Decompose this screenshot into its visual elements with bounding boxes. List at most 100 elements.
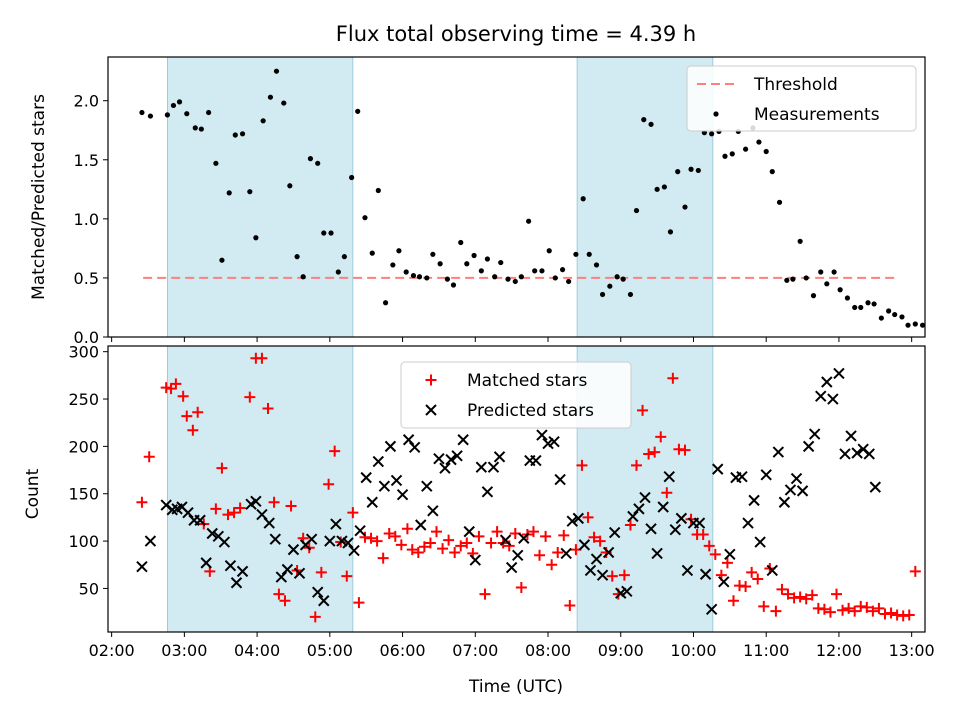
data-point-0-108 xyxy=(886,308,892,314)
data-point-0-107 xyxy=(794,591,806,603)
data-point-0-0 xyxy=(136,496,148,508)
data-point-0-49 xyxy=(484,256,491,262)
data-point-0-30 xyxy=(355,108,361,114)
data-point-1-102 xyxy=(766,564,778,577)
data-point-0-109 xyxy=(892,311,898,318)
data-point-0-47 xyxy=(471,252,477,259)
x-tick-label: 13:00 xyxy=(889,641,935,660)
data-point-0-56 xyxy=(485,537,497,549)
data-point-0-98 xyxy=(818,269,824,275)
data-point-0-105 xyxy=(782,588,794,600)
data-point-0-39 xyxy=(416,274,423,280)
legend-threshold-label: Threshold xyxy=(753,75,838,95)
data-point-0-52 xyxy=(505,276,511,282)
data-point-1-99 xyxy=(748,494,760,507)
x-tick-label: 10:00 xyxy=(670,641,716,660)
data-point-1-103 xyxy=(772,446,785,458)
data-point-1-109 xyxy=(808,428,821,440)
data-point-0-64 xyxy=(586,251,592,257)
data-point-1-80 xyxy=(633,503,645,515)
shaded-interval-0 xyxy=(166,345,354,633)
data-point-0-126 xyxy=(909,565,921,577)
data-point-1-88 xyxy=(681,564,694,577)
data-point-0-50 xyxy=(492,274,498,280)
data-point-0-59 xyxy=(552,275,558,281)
data-point-0-102 xyxy=(844,295,851,301)
data-point-0-109 xyxy=(806,589,818,601)
shaded-interval-0 xyxy=(166,56,354,338)
legend: Matched stars Predicted stars xyxy=(400,361,632,429)
data-point-0-65 xyxy=(593,262,600,268)
data-point-1-84 xyxy=(657,501,669,513)
data-point-1-40 xyxy=(390,474,403,487)
data-point-1-39 xyxy=(384,440,397,453)
data-point-0-44 xyxy=(450,282,457,288)
data-point-0-89 xyxy=(756,139,762,145)
data-point-1-14 xyxy=(230,577,243,589)
data-point-0-17 xyxy=(267,94,274,100)
top-y-axis-label: Matched/Predicted stars xyxy=(29,94,49,300)
data-point-1-72 xyxy=(584,564,597,577)
data-point-1-53 xyxy=(469,554,481,566)
data-point-1-69 xyxy=(566,515,578,527)
data-point-0-7 xyxy=(187,424,199,436)
data-point-0-54 xyxy=(473,530,485,542)
data-point-0-25 xyxy=(321,230,327,236)
data-point-0-57 xyxy=(539,268,545,274)
data-point-0-40 xyxy=(424,275,430,281)
data-point-1-93 xyxy=(712,463,724,475)
data-point-1-73 xyxy=(590,553,603,565)
data-point-0-16 xyxy=(260,118,266,124)
data-point-1-59 xyxy=(505,561,518,574)
data-point-0-66 xyxy=(546,559,558,571)
data-point-0-15 xyxy=(234,502,246,514)
data-point-0-20 xyxy=(268,496,280,508)
data-point-1-17 xyxy=(250,495,262,508)
data-point-0-29 xyxy=(323,478,335,490)
data-point-0-36 xyxy=(365,532,377,544)
data-point-1-37 xyxy=(372,455,385,468)
data-point-1-1 xyxy=(144,535,157,547)
data-point-0-68 xyxy=(614,274,620,280)
data-point-0-57 xyxy=(491,526,503,538)
data-point-1-47 xyxy=(433,452,445,465)
data-point-0-34 xyxy=(382,300,389,306)
data-point-0-90 xyxy=(763,148,769,155)
data-point-0-64 xyxy=(534,549,546,561)
data-point-0-94 xyxy=(790,276,796,282)
data-point-0-98 xyxy=(740,581,752,593)
data-point-0-103 xyxy=(852,304,858,311)
data-point-0-85 xyxy=(661,487,673,499)
data-point-0-68 xyxy=(558,529,570,541)
data-point-0-101 xyxy=(837,287,843,293)
data-point-0-74 xyxy=(654,186,660,192)
data-point-1-68 xyxy=(560,547,572,560)
data-point-0-105 xyxy=(865,300,871,306)
y-tick-label: 0.5 xyxy=(74,269,99,288)
data-point-0-76 xyxy=(606,570,618,582)
data-point-0-15 xyxy=(253,235,259,241)
data-point-1-45 xyxy=(421,480,433,492)
legend-box xyxy=(686,65,917,132)
legend-measurements-label: Measurements xyxy=(754,105,880,125)
data-point-0-2 xyxy=(164,112,170,118)
data-point-0-5 xyxy=(177,390,189,402)
y-tick-label: 100 xyxy=(68,532,99,551)
data-point-0-35 xyxy=(390,262,396,268)
data-point-0-71 xyxy=(576,459,588,471)
data-point-0-63 xyxy=(580,196,586,202)
data-point-0-1 xyxy=(147,113,154,119)
data-point-0-82 xyxy=(709,131,715,137)
data-point-0-95 xyxy=(797,238,803,244)
data-point-0-19 xyxy=(262,403,274,415)
data-point-0-28 xyxy=(315,566,327,578)
data-point-0-6 xyxy=(181,410,193,422)
data-point-0-11 xyxy=(226,190,232,196)
data-point-0-40 xyxy=(389,530,401,542)
data-point-0-28 xyxy=(341,254,347,260)
data-point-0-110 xyxy=(899,314,905,320)
data-point-0-100 xyxy=(752,573,764,585)
data-point-0-43 xyxy=(406,544,418,556)
data-point-0-99 xyxy=(824,281,830,287)
data-point-1-26 xyxy=(305,533,318,545)
